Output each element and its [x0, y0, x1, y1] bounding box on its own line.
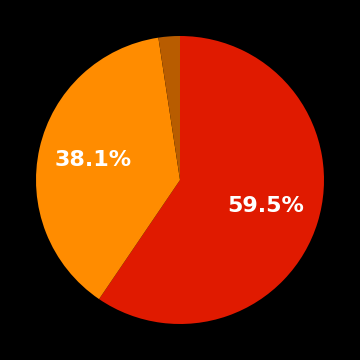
Text: 59.5%: 59.5% — [227, 196, 304, 216]
Wedge shape — [36, 38, 180, 299]
Wedge shape — [99, 36, 324, 324]
Wedge shape — [158, 36, 180, 180]
Text: 38.1%: 38.1% — [54, 150, 131, 170]
